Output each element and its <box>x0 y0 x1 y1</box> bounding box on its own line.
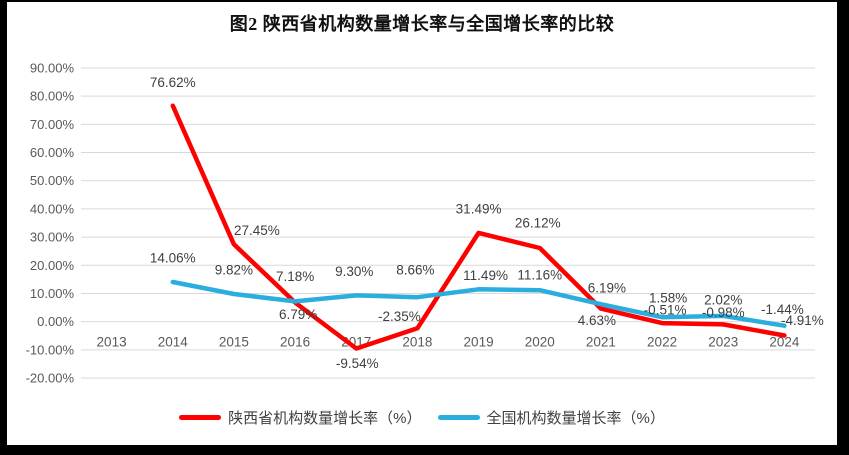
data-label: 9.30% <box>335 264 373 279</box>
y-axis-tick-label: 30.00% <box>30 230 75 245</box>
data-label: 27.45% <box>234 223 280 238</box>
x-axis-tick-label: 2019 <box>464 335 494 350</box>
y-axis-tick-label: 0.00% <box>37 314 74 329</box>
x-axis-tick-label: 2023 <box>708 335 738 350</box>
x-axis-tick-label: 2024 <box>769 335 800 350</box>
legend-label-shaanxi: 陕西省机构数量增长率（%） <box>228 410 422 427</box>
y-axis-tick-label: 90.00% <box>30 61 75 76</box>
data-label: -0.98% <box>702 305 745 320</box>
data-label: 26.12% <box>515 216 561 231</box>
x-axis-tick-label: 2014 <box>158 335 189 350</box>
data-label: 4.63% <box>578 313 616 328</box>
x-axis-tick-label: 2022 <box>647 335 677 350</box>
data-label: -9.54% <box>336 356 379 371</box>
data-label: 76.62% <box>150 75 196 90</box>
y-axis-tick-label: 20.00% <box>30 258 75 273</box>
data-label: 7.18% <box>276 269 314 284</box>
y-axis-tick-label: 60.00% <box>30 145 75 160</box>
data-label: 6.19% <box>588 281 626 296</box>
legend-line-sample-blue <box>437 415 480 420</box>
series-line-national <box>170 279 787 328</box>
data-label: 11.49% <box>463 268 508 283</box>
data-label: -0.51% <box>644 303 687 318</box>
data-label: 9.82% <box>215 262 253 277</box>
x-axis-tick-label: 2015 <box>219 335 249 350</box>
data-label: 8.66% <box>396 263 434 278</box>
data-label: 31.49% <box>456 201 502 216</box>
x-axis-tick-label: 2018 <box>402 335 432 350</box>
legend: 陕西省机构数量增长率（%） 全国机构数量增长率（%） <box>7 407 837 428</box>
data-label: 11.16% <box>517 268 562 283</box>
legend-label-national: 全国机构数量增长率（%） <box>486 410 665 427</box>
y-axis-tick-label: -20.00% <box>26 371 75 386</box>
chart-title: 图2 陕西省机构数量增长率与全国增长率的比较 <box>229 14 615 34</box>
data-label: 14.06% <box>150 251 196 266</box>
x-axis-tick-label: 2021 <box>586 335 616 350</box>
data-label: 6.79% <box>279 307 317 322</box>
y-axis-tick-label: 50.00% <box>30 173 75 188</box>
data-label: -1.44% <box>761 302 804 317</box>
series-line-shaanxi <box>170 103 787 351</box>
legend-item-shaanxi: 陕西省机构数量增长率（%） <box>179 407 422 428</box>
data-label: -4.91% <box>781 313 824 328</box>
y-axis-tick-label: -10.00% <box>26 342 75 357</box>
data-label: -2.35% <box>378 309 421 324</box>
x-axis-tick-label: 2020 <box>525 335 555 350</box>
x-axis-tick-label: 2016 <box>280 335 310 350</box>
x-axis-tick-label: 2013 <box>97 335 127 350</box>
line-chart-plot: 90.00% 80.00% 70.00% 60.00% 50.00% 40.00% 30.0… <box>26 61 824 386</box>
chart-surface: 图2 陕西省机构数量增长率与全国增长率的比较 90.00% 80.00% 70.00… <box>7 2 837 445</box>
y-axis-tick-label: 80.00% <box>30 89 75 104</box>
data-label: 2.02% <box>704 292 742 307</box>
y-axis-tick-label: 10.00% <box>30 286 75 301</box>
legend-line-sample-red <box>179 415 222 420</box>
y-axis-tick-label: 40.00% <box>30 201 75 216</box>
legend-item-national: 全国机构数量增长率（%） <box>437 407 665 428</box>
y-axis-tick-label: 70.00% <box>30 117 75 132</box>
data-label: 1.58% <box>649 291 687 306</box>
